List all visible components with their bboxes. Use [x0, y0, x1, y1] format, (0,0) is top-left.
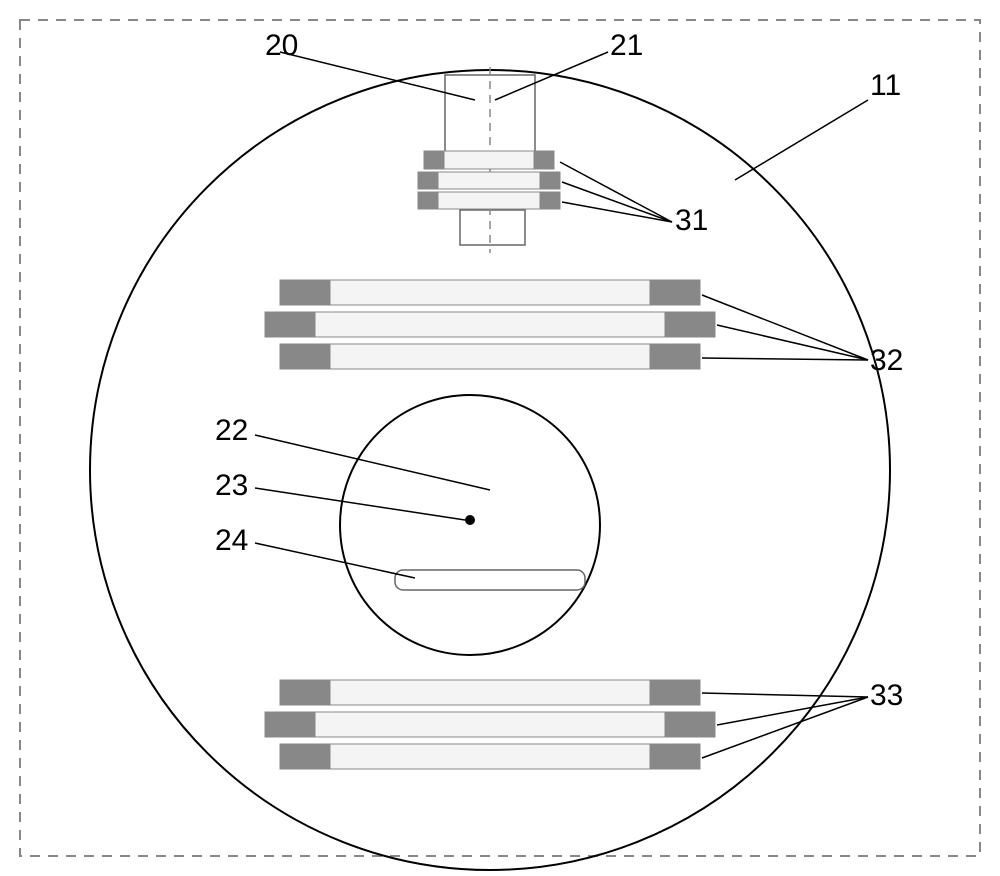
- label-32: 32: [870, 344, 903, 377]
- label-22: 22: [215, 414, 248, 447]
- label-11: 11: [870, 69, 901, 102]
- label-20: 20: [265, 29, 298, 62]
- label-21: 21: [610, 29, 643, 62]
- diagram-container: 20 21 11 31 32 22 23 24 33: [0, 0, 1000, 876]
- label-31: 31: [675, 204, 708, 237]
- label-23: 23: [215, 469, 248, 502]
- diagram-svg: 20 21 11 31 32 22 23 24 33: [0, 0, 1000, 876]
- label-24: 24: [215, 524, 248, 557]
- label-33: 33: [870, 679, 903, 712]
